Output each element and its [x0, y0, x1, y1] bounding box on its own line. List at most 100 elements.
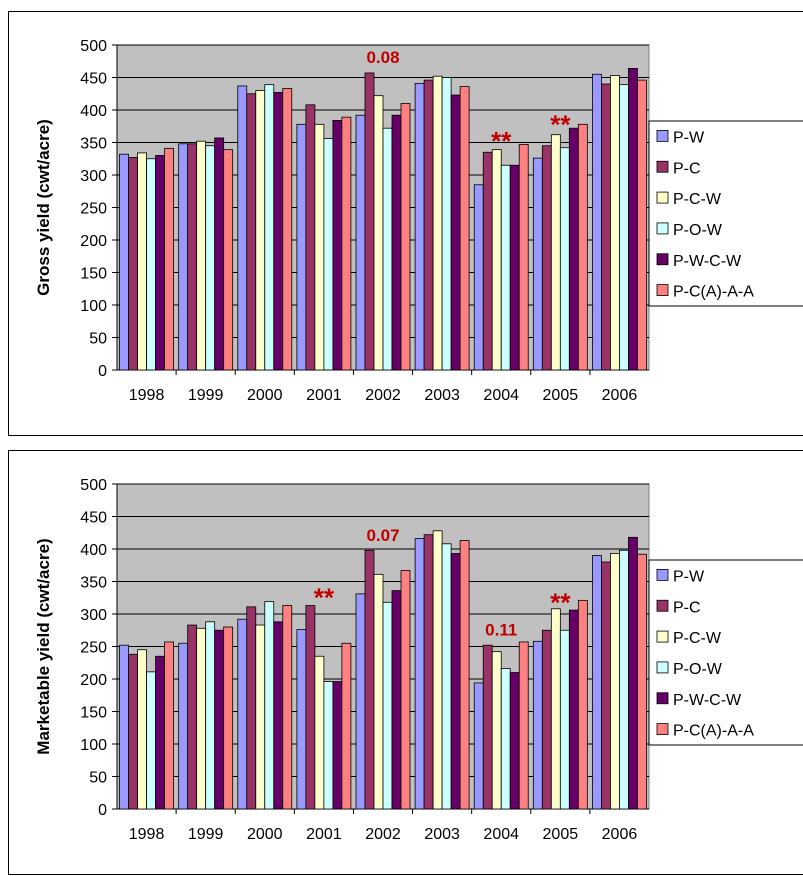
bar [628, 536, 638, 810]
bar [164, 641, 174, 810]
bar [178, 143, 189, 371]
bar [482, 644, 493, 810]
bar [592, 555, 602, 810]
bar [178, 642, 189, 810]
legend-swatch [656, 130, 669, 142]
bar [619, 84, 629, 371]
y-tick-label: 300 [80, 607, 107, 624]
y-tick-label: 400 [80, 103, 107, 120]
bar [450, 553, 461, 810]
bar [341, 116, 352, 371]
legend-label: P-W [673, 568, 705, 585]
bar [205, 145, 216, 371]
legend-swatch [656, 191, 669, 204]
legend-swatch [656, 569, 669, 581]
bar [296, 629, 307, 810]
bar [305, 104, 316, 371]
x-tick-label: 1998 [129, 387, 165, 404]
legend-box [648, 559, 803, 746]
bar [246, 606, 257, 810]
bar [214, 629, 225, 810]
y-tick-label: 350 [80, 136, 107, 153]
bar [441, 77, 452, 371]
bar [592, 73, 602, 371]
bar [491, 651, 502, 810]
y-tick-label: 50 [89, 770, 107, 787]
y-tick-label: 300 [80, 168, 107, 185]
bar [450, 94, 461, 371]
bar [355, 114, 366, 371]
bar [541, 145, 552, 371]
x-tick-label: 2006 [602, 826, 638, 843]
y-tick-label: 500 [80, 38, 107, 55]
legend-swatch [656, 661, 669, 674]
bar [341, 642, 352, 810]
bar [223, 149, 234, 371]
bar [314, 655, 325, 810]
bar [187, 624, 198, 810]
y-tick-label: 200 [80, 672, 107, 689]
y-tick-label: 0 [98, 802, 107, 819]
x-tick-label: 2001 [306, 826, 342, 843]
bar [119, 153, 129, 371]
bar [355, 593, 366, 810]
marketable-yield-chart: 0 50 100 150 200 250 300 350 400 450 500 1998 1999 20… [34, 477, 803, 843]
bar [601, 561, 611, 810]
bar [137, 649, 147, 810]
bar [314, 123, 325, 371]
legend-label: P-C(A)-A-A [673, 284, 754, 301]
bar [264, 84, 275, 371]
bar [568, 609, 579, 810]
bar [459, 86, 470, 371]
bar [128, 653, 138, 810]
y-tick-label: 100 [80, 737, 107, 754]
bar [610, 553, 620, 810]
bar [273, 92, 284, 371]
legend-label: P-C-W [673, 191, 722, 208]
x-tick-label: 1999 [188, 826, 224, 843]
bar [237, 85, 248, 371]
legend-label: P-O-W [673, 222, 723, 239]
bar [518, 641, 529, 810]
x-tick-label: 2004 [483, 826, 519, 843]
legend-label: P-C [673, 160, 701, 177]
bar [491, 149, 502, 371]
legend-label: P-C(A)-A-A [673, 723, 754, 740]
bar [500, 668, 511, 810]
bar [187, 143, 198, 371]
bar [196, 140, 207, 371]
bar [500, 164, 511, 371]
significance-annotation: ** [550, 110, 571, 140]
bar [146, 158, 156, 371]
bar [146, 671, 156, 810]
bar [391, 114, 402, 371]
bar [459, 540, 470, 810]
bar [400, 570, 411, 810]
bar [205, 621, 216, 810]
significance-annotation: ** [314, 582, 335, 612]
y-tick-label: 150 [80, 705, 107, 722]
bar [246, 93, 257, 371]
legend-swatch [656, 284, 669, 296]
legend-swatch [656, 253, 669, 266]
bar [223, 626, 234, 810]
legend-label: P-W-C-W [673, 692, 742, 709]
y-tick-label: 250 [80, 640, 107, 657]
x-tick-label: 2000 [247, 826, 283, 843]
bar [473, 682, 484, 810]
y-axis-title: Marketable yield (cwt/acre) [34, 538, 53, 754]
y-tick-label: 0 [98, 363, 107, 380]
y-axis-title: Gross yield (cwt/acre) [34, 119, 53, 296]
gross-yield-chart-panel: 0 50 100 150 200 250 300 350 400 450 500 1998 1999 20… [8, 11, 803, 436]
x-tick-label: 2004 [483, 387, 519, 404]
bar [128, 157, 138, 371]
bar [391, 590, 402, 810]
y-tick-label: 400 [80, 542, 107, 559]
bar [414, 82, 425, 371]
x-tick-label: 2002 [365, 826, 401, 843]
bar [323, 681, 334, 810]
y-tick-label: 500 [80, 477, 107, 494]
legend-swatch [656, 222, 669, 235]
bar [577, 599, 588, 810]
x-tick-label: 2003 [424, 387, 460, 404]
